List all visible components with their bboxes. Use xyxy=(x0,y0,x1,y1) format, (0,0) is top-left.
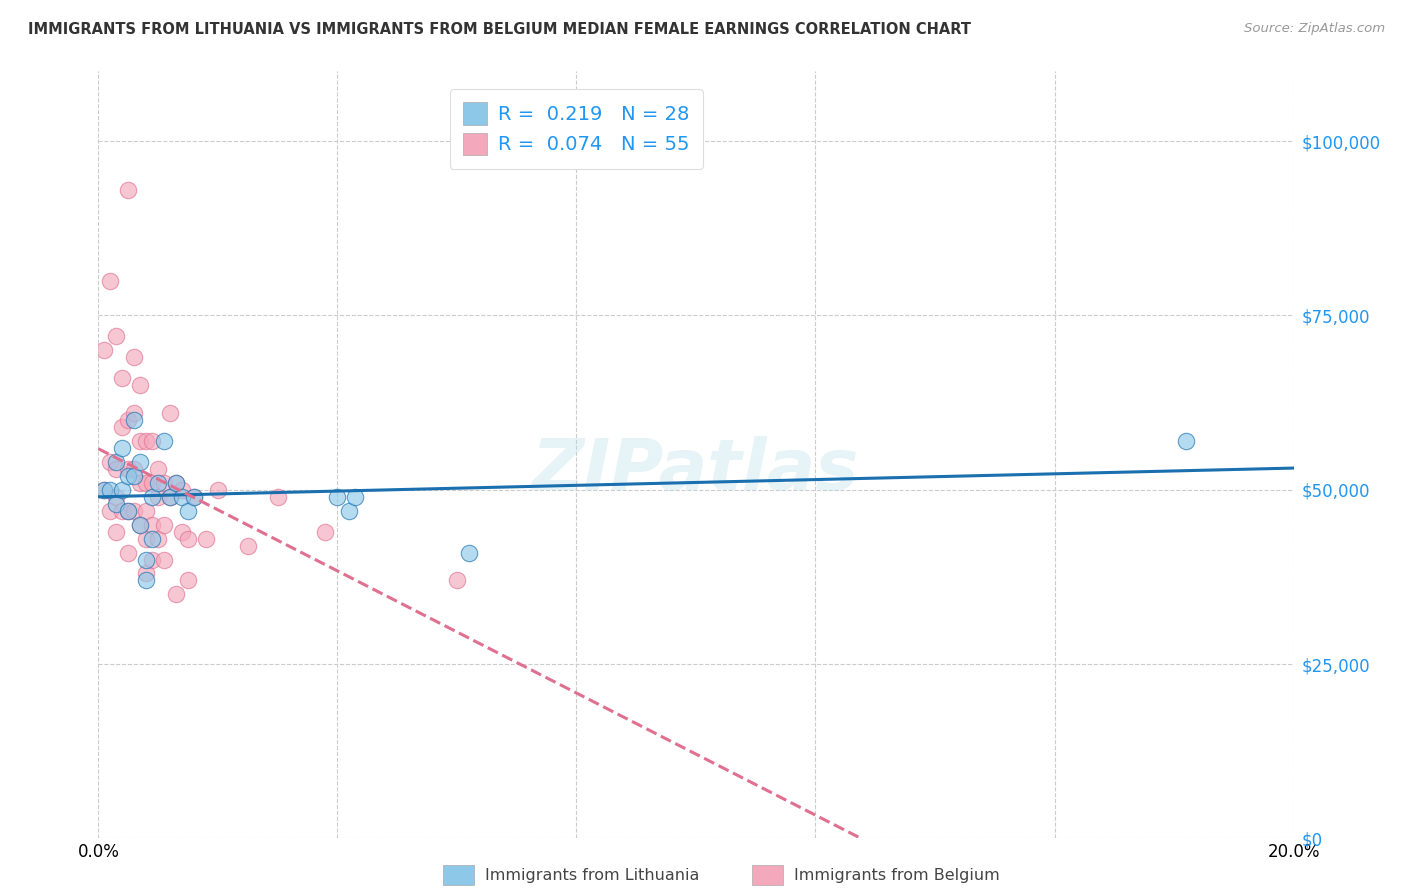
Point xyxy=(135,532,157,546)
Point xyxy=(236,539,259,553)
Point xyxy=(98,483,122,497)
Point xyxy=(135,504,157,518)
Point xyxy=(111,504,134,518)
Point xyxy=(172,490,194,504)
Point xyxy=(129,517,152,532)
Point xyxy=(129,455,152,469)
Point xyxy=(117,504,139,518)
Point xyxy=(135,434,157,448)
Point xyxy=(98,455,122,469)
Point xyxy=(326,490,349,504)
Point xyxy=(159,490,181,504)
Point xyxy=(117,468,139,483)
Point xyxy=(141,517,163,532)
Point xyxy=(315,524,337,539)
Point xyxy=(1175,434,1198,448)
Point xyxy=(148,462,170,476)
Text: Immigrants from Belgium: Immigrants from Belgium xyxy=(794,868,1000,882)
Point xyxy=(105,329,128,343)
Point xyxy=(183,490,205,504)
Point xyxy=(105,497,128,511)
Point xyxy=(446,574,468,588)
Point xyxy=(111,371,134,385)
Point xyxy=(172,483,194,497)
Point xyxy=(159,490,181,504)
Point xyxy=(141,475,163,490)
Point xyxy=(135,475,157,490)
Point xyxy=(111,420,134,434)
Point xyxy=(117,413,139,427)
Point xyxy=(129,434,152,448)
Point xyxy=(98,504,122,518)
Point xyxy=(124,406,146,420)
Point xyxy=(135,566,157,581)
Point xyxy=(105,462,128,476)
Point xyxy=(148,490,170,504)
Point xyxy=(124,351,146,365)
Point xyxy=(165,475,187,490)
Point xyxy=(93,343,115,358)
Point xyxy=(153,475,176,490)
Point xyxy=(207,483,229,497)
Point xyxy=(124,504,146,518)
Point xyxy=(153,552,176,566)
Point xyxy=(93,483,115,497)
Point xyxy=(153,517,176,532)
Point xyxy=(195,532,218,546)
Point xyxy=(344,490,367,504)
Point xyxy=(98,274,122,288)
Point xyxy=(129,475,152,490)
Point xyxy=(165,475,187,490)
Point xyxy=(117,183,139,197)
Point xyxy=(135,574,157,588)
Text: ZIPatlas: ZIPatlas xyxy=(533,436,859,505)
Point xyxy=(153,434,176,448)
Point xyxy=(141,434,163,448)
Point xyxy=(177,574,200,588)
Point xyxy=(117,545,139,559)
Point xyxy=(124,468,146,483)
Text: Source: ZipAtlas.com: Source: ZipAtlas.com xyxy=(1244,22,1385,36)
Point xyxy=(177,532,200,546)
Point xyxy=(93,483,115,497)
Point xyxy=(339,504,361,518)
Point xyxy=(183,490,205,504)
Point xyxy=(117,462,139,476)
Point xyxy=(129,378,152,392)
Point xyxy=(458,545,481,559)
Point xyxy=(124,462,146,476)
Point xyxy=(165,587,187,601)
Point xyxy=(177,504,200,518)
Point xyxy=(135,552,157,566)
Point xyxy=(172,524,194,539)
Legend: R =  0.219   N = 28, R =  0.074   N = 55: R = 0.219 N = 28, R = 0.074 N = 55 xyxy=(450,88,703,169)
Point xyxy=(141,552,163,566)
Point xyxy=(159,406,181,420)
Point xyxy=(124,413,146,427)
Text: Immigrants from Lithuania: Immigrants from Lithuania xyxy=(485,868,699,882)
Point xyxy=(129,517,152,532)
Text: IMMIGRANTS FROM LITHUANIA VS IMMIGRANTS FROM BELGIUM MEDIAN FEMALE EARNINGS CORR: IMMIGRANTS FROM LITHUANIA VS IMMIGRANTS … xyxy=(28,22,972,37)
Point xyxy=(267,490,290,504)
Point xyxy=(141,490,163,504)
Point xyxy=(105,524,128,539)
Point xyxy=(105,455,128,469)
Point xyxy=(111,441,134,455)
Point xyxy=(105,490,128,504)
Point xyxy=(141,532,163,546)
Point xyxy=(111,483,134,497)
Point xyxy=(148,532,170,546)
Point xyxy=(148,475,170,490)
Point xyxy=(117,504,139,518)
